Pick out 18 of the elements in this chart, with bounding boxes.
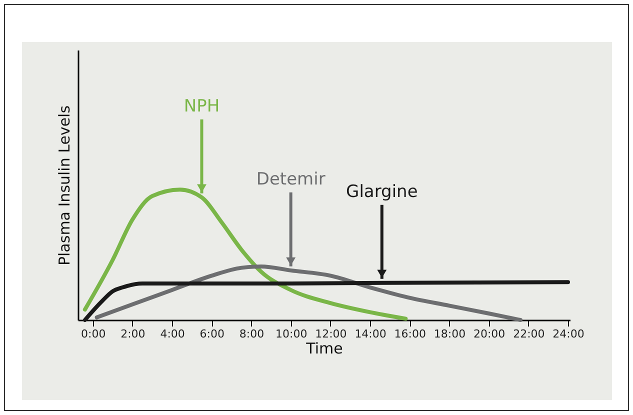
x-tick-label: 16:00 [394, 328, 426, 340]
x-tick-label: 22:00 [513, 328, 545, 340]
y-axis-title: Plasma Insulin Levels [56, 105, 74, 266]
annotation: Detemir [256, 169, 326, 190]
x-tick-label: 20:00 [473, 328, 506, 340]
x-tick-label: 18:00 [434, 328, 466, 340]
x-tick-label: 12:00 [315, 328, 347, 340]
x-tick-label: 0:00 [81, 328, 106, 340]
x-axis-title: Time [305, 340, 343, 358]
x-tick-label: 24:00 [552, 328, 584, 340]
x-tick-label: 2:00 [120, 328, 146, 340]
annotation: Glargine [346, 182, 418, 202]
x-tick-label: 14:00 [354, 328, 386, 340]
x-tick-label: 6:00 [200, 328, 224, 340]
x-tick-label: 4:00 [160, 328, 185, 340]
x-tick-label: 10:00 [275, 328, 308, 340]
x-tick-label: 8:00 [239, 328, 264, 340]
annotation: NPH [184, 96, 220, 116]
